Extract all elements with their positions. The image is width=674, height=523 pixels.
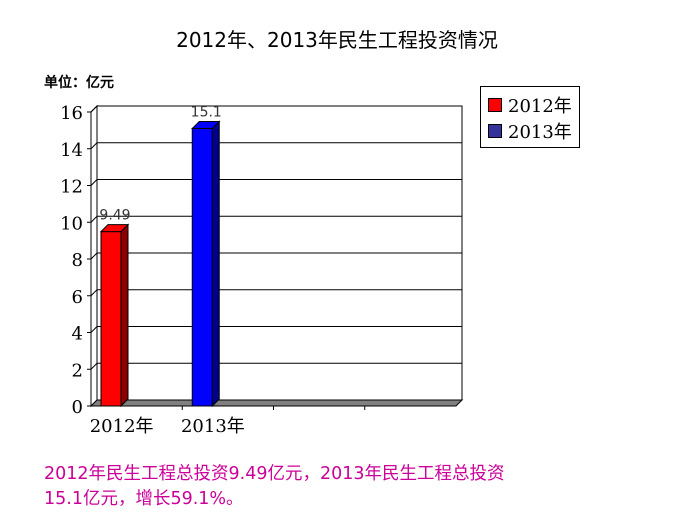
legend-label-2012: 2012年 [508,96,572,117]
gridline [90,179,462,186]
x-tick-label: 2013年 [181,416,245,437]
gridline [90,326,462,333]
legend-swatch-2013 [488,124,502,138]
bar-side-2012年 [120,223,129,408]
legend-label-2013: 2013年 [508,122,572,143]
data-label: 15.1 [191,105,222,121]
unit-label: 单位：亿元 [44,75,114,91]
plot-floor [89,399,464,407]
y-tick-label: 12 [60,177,83,198]
summary-note: 2012年民生工程总投资9.49亿元，2013年民生工程总投资15.1亿元，增长… [44,464,505,509]
bar-top-2013年 [191,121,221,130]
y-tick-label: 16 [60,103,83,124]
gridline [90,362,462,370]
gridline [90,105,462,113]
data-label: 9.49 [99,208,130,224]
legend-swatch-2012 [488,98,502,112]
chart-title: 2012年、2013年民生工程投资情况 [176,28,498,52]
chart-legend: 2012年 2013年 [480,86,580,148]
y-tick-label: 4 [72,324,83,345]
bar-2013年 [191,128,213,407]
legend-item-2013: 2013年 [488,121,572,143]
gridline [90,142,462,150]
gridline [90,289,462,297]
y-tick-label: 14 [60,140,83,161]
bar-side-2013年 [211,120,220,408]
y-tick-label: 2 [72,360,83,381]
y-tick-label: 8 [72,250,83,271]
y-tick-label: 6 [72,287,83,308]
gridline [90,252,462,260]
gridline [90,215,462,223]
y-tick-label: 10 [60,213,83,234]
x-tick-label: 2012年 [90,416,154,437]
bar-top-2012年 [99,224,130,233]
legend-item-2012: 2012年 [488,95,572,117]
y-tick-label: 0 [72,397,83,418]
bar-2012年 [100,231,122,407]
